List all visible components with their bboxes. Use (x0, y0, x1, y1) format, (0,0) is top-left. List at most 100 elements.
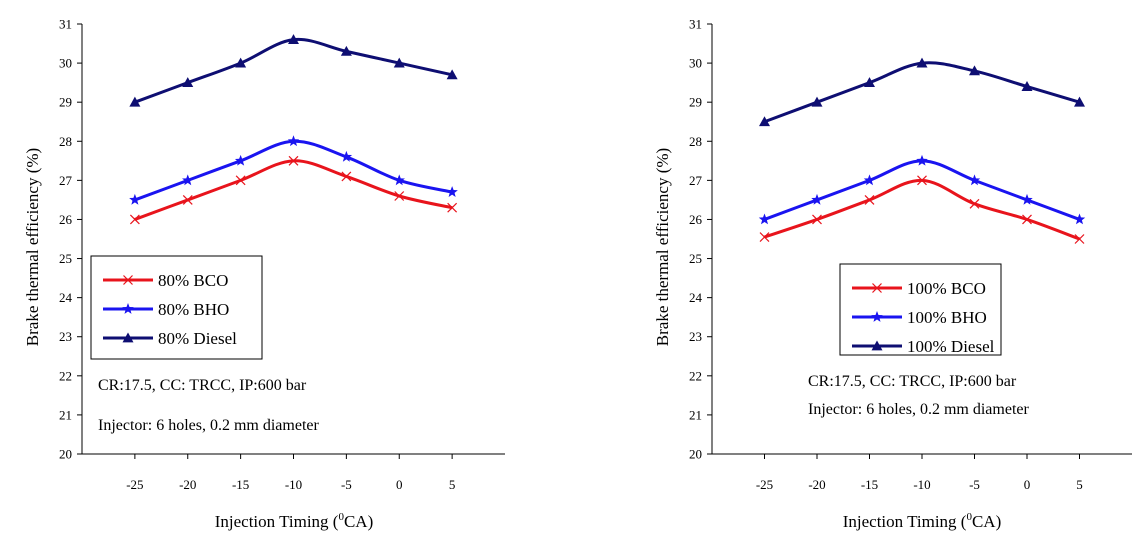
x-axis-title-main: Injection Timing ( (215, 512, 339, 531)
x-tick-label: -15 (861, 477, 878, 492)
marker-stroke (123, 275, 133, 285)
data-point (288, 34, 299, 45)
x-tick-label: 0 (1024, 477, 1031, 492)
data-point (235, 175, 246, 186)
x-tick-label: 0 (396, 477, 403, 492)
legend-label: 80% BHO (158, 300, 229, 319)
data-point (916, 154, 928, 166)
data-point (759, 232, 770, 242)
chart-note: Injector: 6 holes, 0.2 mm diameter (98, 417, 320, 434)
data-point (863, 174, 876, 186)
series-line (763, 159, 1081, 221)
data-point (812, 214, 822, 225)
y-tick-label: 23 (59, 329, 72, 344)
x-axis-title-main: Injection Timing ( (843, 512, 967, 531)
x-tick-label: -10 (913, 477, 930, 492)
marker-stroke (394, 191, 405, 201)
legend-swatch-marker (122, 332, 134, 343)
x-axis-title-sup: 0 (338, 511, 344, 523)
chart-panel-2: 20 21 22 23 24 25 26 27 28 29 30 31 -25 -20 -15 -10 -5 0 5… (653, 17, 1132, 531)
data-point (446, 186, 458, 197)
y-tick-label: 30 (59, 56, 72, 71)
y-tick-label: 27 (689, 173, 703, 188)
x-tick-label: -5 (969, 477, 980, 492)
marker-stroke (182, 194, 193, 205)
data-point (129, 193, 141, 205)
data-point (129, 214, 140, 225)
y-tick-label: 24 (59, 290, 73, 305)
data-point (340, 150, 353, 162)
data-point (917, 175, 927, 186)
data-point (235, 57, 247, 68)
legend: 100% BCO 100% BHO 100% Diesel (839, 263, 1002, 356)
y-tick-label: 27 (59, 173, 73, 188)
legend: 80% BCO 80% BHO 80% Diesel (90, 255, 263, 360)
marker-stroke (864, 194, 875, 205)
data-point (811, 193, 823, 205)
y-tick-label: 31 (689, 17, 702, 32)
legend-swatch-marker (123, 275, 133, 285)
y-tick-label: 29 (59, 95, 72, 110)
marker-stroke (341, 171, 352, 182)
y-axis-title: Brake thermal efficiency (%) (653, 148, 672, 346)
x-tick-label: -15 (232, 477, 249, 492)
y-tick-label: 22 (59, 368, 72, 383)
data-point (916, 57, 928, 68)
y-tick-label: 20 (59, 447, 72, 462)
x-tick-label: 5 (449, 477, 456, 492)
data-point (969, 65, 980, 76)
marker-stroke (917, 175, 927, 186)
x-tick-label: -20 (179, 477, 196, 492)
data-point (1021, 81, 1033, 91)
data-point (393, 57, 405, 68)
data-point (1022, 214, 1032, 225)
marker-stroke (812, 214, 822, 225)
legend-swatch-marker (871, 311, 883, 322)
series-line (134, 37, 453, 104)
x-tick-label: -25 (756, 477, 773, 492)
y-tick-label: 28 (59, 134, 72, 149)
legend-box (839, 263, 1002, 356)
y-tick-label: 30 (689, 56, 702, 71)
data-point (182, 77, 194, 88)
x-axis-title-unit: CA) (344, 512, 373, 531)
marker-stroke (129, 214, 140, 225)
x-tick-label: -25 (126, 477, 143, 492)
x-tick-label: -10 (285, 477, 302, 492)
chart-panel-1: 20 21 22 23 24 25 26 27 28 29 30 31 -25 -20 -15 -10 -5 0 5… (23, 17, 505, 531)
data-point (394, 191, 405, 201)
data-point (1073, 213, 1086, 225)
data-point (968, 174, 981, 186)
y-tick-label: 28 (689, 134, 702, 149)
data-point (341, 171, 352, 182)
data-point (182, 194, 193, 205)
x-axis-title-sup: 0 (966, 511, 972, 523)
series-line (134, 159, 453, 221)
data-point (234, 154, 247, 166)
data-point (1074, 234, 1085, 244)
data-point (393, 174, 405, 186)
series-line (134, 139, 453, 202)
chart-note: CR:17.5, CC: TRCC, IP:600 bar (98, 377, 307, 394)
legend-swatch-marker (871, 340, 883, 351)
series-100-diesel (759, 57, 1085, 127)
y-tick-label: 23 (689, 329, 702, 344)
data-point (287, 135, 300, 147)
marker-stroke (288, 155, 299, 166)
chart-note: CR:17.5, CC: TRCC, IP:600 bar (808, 373, 1017, 390)
x-tick-label: 5 (1076, 477, 1083, 492)
series-line (763, 61, 1080, 124)
data-point (129, 96, 141, 107)
y-tick-label: 25 (689, 251, 702, 266)
data-point (864, 194, 875, 205)
marker-stroke (235, 175, 246, 186)
series-100-bho (758, 154, 1086, 225)
data-point (446, 69, 458, 80)
x-axis-title-unit: CA) (972, 512, 1001, 531)
data-point (1074, 96, 1085, 107)
y-axis-title: Brake thermal efficiency (%) (23, 148, 42, 346)
series-line (764, 178, 1081, 241)
data-point (340, 45, 352, 56)
legend-label: 80% Diesel (158, 329, 237, 348)
